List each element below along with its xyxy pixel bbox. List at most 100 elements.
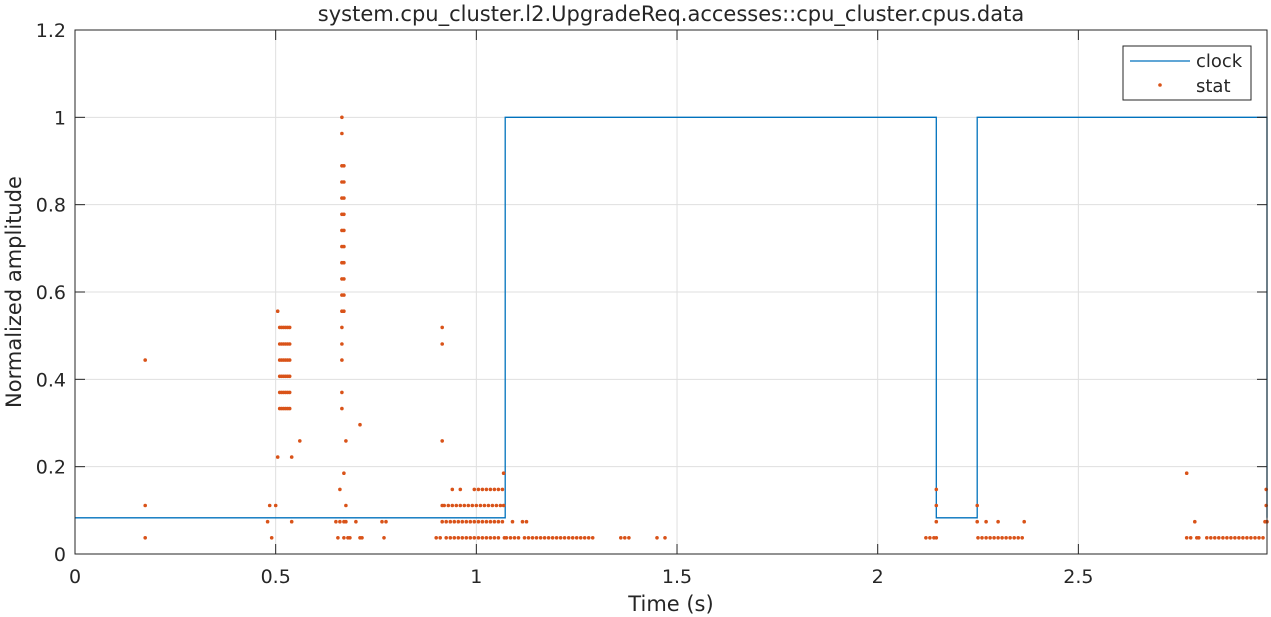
stat-point [340, 115, 344, 120]
stat-point [340, 358, 344, 362]
stat-point [440, 439, 445, 443]
stat-point [924, 536, 928, 540]
stat-point [1008, 536, 1012, 540]
y-tick-label: 0.8 [36, 195, 66, 217]
stat-point [530, 536, 535, 540]
stat-point [338, 487, 342, 492]
stat-point [1245, 536, 1249, 540]
stat-point [472, 487, 477, 492]
stat-point [287, 342, 292, 346]
chart-title: system.cpu_cluster.l2.UpgradeReq.accesse… [318, 2, 1024, 27]
stat-point [336, 536, 340, 540]
stat-point [344, 439, 348, 443]
stat-point [984, 519, 988, 524]
stat-point [340, 325, 344, 330]
stat-point [1004, 536, 1008, 540]
stat-point [1012, 536, 1016, 540]
stat-point [1213, 536, 1217, 540]
stat-point [1022, 519, 1026, 524]
stat-point [143, 358, 147, 362]
tick-marks [74, 29, 1267, 555]
stat-point [478, 503, 483, 508]
stat-point [623, 536, 627, 540]
stat-point [996, 519, 1000, 524]
stat-point [342, 309, 346, 314]
stat-point [619, 536, 623, 540]
stat-point [470, 503, 475, 508]
stat-point [1016, 536, 1020, 540]
stat-point [1209, 536, 1213, 540]
stat-point [342, 536, 346, 540]
legend-stat-label: stat [1196, 76, 1231, 97]
stat-point [490, 503, 495, 508]
stat-point [287, 390, 292, 395]
stat-point [504, 536, 509, 540]
stat-point [566, 536, 571, 540]
stat-point [574, 536, 579, 540]
stat-point [480, 487, 485, 492]
stat-point [1205, 536, 1209, 540]
stat-point [462, 503, 467, 508]
stat-point [501, 503, 506, 508]
stat-point [1000, 536, 1004, 540]
stat-point [440, 519, 445, 524]
stat-point [512, 536, 517, 540]
stat-point [466, 503, 471, 508]
stat-point [289, 455, 294, 459]
stat-point [334, 519, 338, 524]
stat-point [480, 536, 485, 540]
stat-point [143, 503, 147, 508]
stat-point [1197, 536, 1201, 540]
stat-point [287, 406, 292, 411]
stat-point [520, 519, 525, 524]
stat-point [442, 503, 447, 508]
x-axis-title: Time (s) [627, 592, 713, 616]
stat-point [976, 536, 980, 540]
series-clock-line [75, 116, 1268, 519]
stat-point [586, 536, 591, 540]
stat-point [456, 536, 461, 540]
stat-point [1184, 471, 1189, 476]
stat-point [500, 519, 505, 524]
stat-point [454, 503, 459, 508]
stat-point [975, 519, 979, 524]
y-tick-label: 1 [54, 107, 66, 129]
stat-point [1225, 536, 1229, 540]
series-layer [75, 115, 1269, 540]
stat-point [992, 536, 996, 540]
stat-point [934, 536, 939, 540]
stat-point [542, 536, 547, 540]
stat-point [500, 487, 505, 492]
stat-point [342, 196, 346, 200]
stat-point [342, 260, 346, 265]
stat-point [342, 164, 346, 168]
stat-point [508, 536, 513, 540]
stat-point [287, 325, 292, 330]
stat-point [496, 536, 501, 540]
stat-point [444, 536, 449, 540]
stat-point [486, 503, 491, 508]
stat-point [1241, 536, 1245, 540]
stat-point [1188, 536, 1193, 540]
stat-point [468, 536, 473, 540]
stat-point [484, 536, 489, 540]
y-axis-title: Normalized amplitude [2, 176, 26, 408]
stat-point [267, 503, 272, 508]
stat-point [450, 503, 455, 508]
stat-point [458, 487, 463, 492]
stat-point [934, 519, 939, 524]
stat-point [1221, 536, 1225, 540]
stat-point [382, 536, 386, 540]
stat-point [627, 536, 631, 540]
stat-point [482, 503, 487, 508]
stat-point [980, 536, 984, 540]
stat-point [476, 519, 481, 524]
y-tick-label: 1.2 [36, 20, 66, 42]
stat-point [448, 536, 453, 540]
y-tick-label: 0.4 [36, 369, 66, 391]
stat-point [476, 487, 481, 492]
stat-point [1233, 536, 1237, 540]
stat-point [384, 519, 388, 524]
stat-point [1253, 536, 1257, 540]
stat-point [538, 536, 543, 540]
